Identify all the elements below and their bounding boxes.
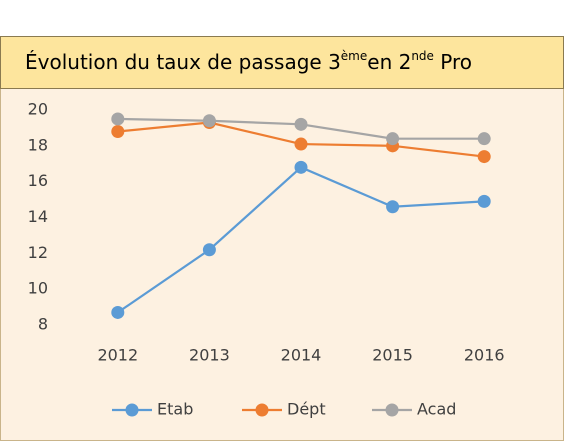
point xyxy=(294,137,308,151)
plot-panel xyxy=(0,36,564,441)
x-tick-label: 2012 xyxy=(97,346,138,365)
header xyxy=(0,36,564,89)
point xyxy=(386,132,400,146)
point xyxy=(386,200,400,214)
point xyxy=(477,150,491,164)
x-tick-label: 2015 xyxy=(372,346,413,365)
y-tick-label: 12 xyxy=(28,243,48,262)
y-tick-label: 8 xyxy=(38,315,48,334)
y-tick-label: 20 xyxy=(28,100,48,119)
point xyxy=(111,112,125,126)
point xyxy=(294,160,308,174)
legend-label: Acad xyxy=(417,400,456,419)
legend-label: Dépt xyxy=(287,400,326,419)
y-tick-label: 18 xyxy=(28,135,48,154)
y-tick-label: 10 xyxy=(28,279,48,298)
x-tick-label: 2013 xyxy=(189,346,230,365)
title-superscript: nde xyxy=(411,49,434,63)
chart-title: Évolution du taux de passage 3èmeen 2nde… xyxy=(25,49,472,74)
point xyxy=(294,117,308,131)
x-tick-label: 2014 xyxy=(281,346,322,365)
y-tick-label: 16 xyxy=(28,171,48,190)
title-part: Pro xyxy=(434,50,472,74)
legend-marker xyxy=(385,403,399,417)
point xyxy=(477,194,491,208)
point xyxy=(202,114,216,128)
point xyxy=(111,125,125,138)
title-superscript: ème xyxy=(341,49,367,63)
point xyxy=(477,132,491,146)
y-tick-label: 14 xyxy=(28,207,48,226)
legend-marker xyxy=(255,403,269,417)
title-part: Évolution du taux de passage 3 xyxy=(25,50,341,74)
legend-label: Etab xyxy=(157,400,193,419)
point xyxy=(111,305,125,319)
x-tick-label: 2016 xyxy=(464,346,505,365)
legend-marker xyxy=(125,403,139,417)
point xyxy=(202,243,216,257)
title-part: en 2 xyxy=(367,50,411,74)
